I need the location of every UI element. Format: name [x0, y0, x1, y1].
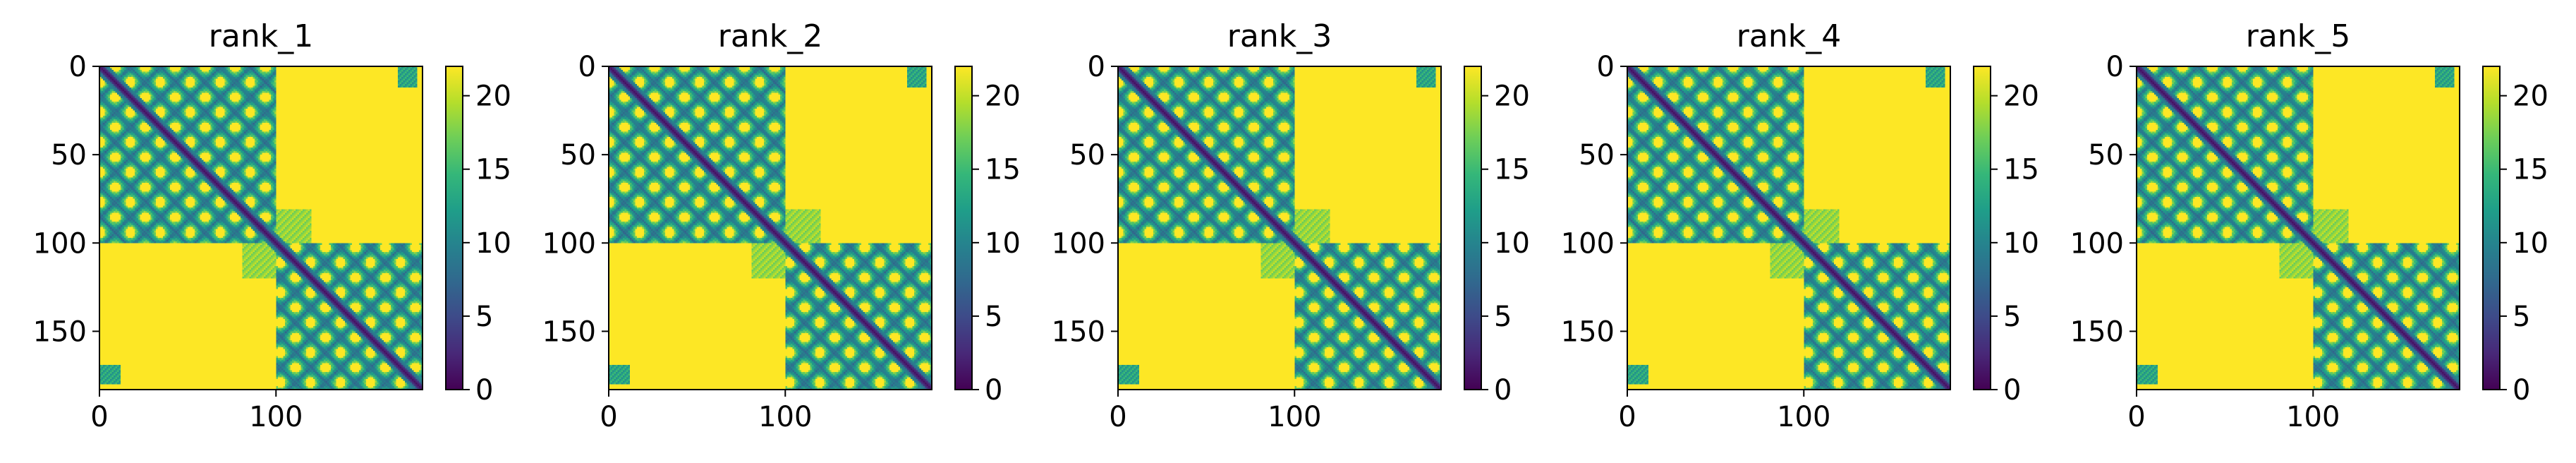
y-tick-label: 100	[1052, 227, 1105, 260]
colorbar-tick-label: 20	[2003, 80, 2039, 113]
y-tick-label: 150	[1561, 315, 1615, 348]
y-tick-label: 0	[2106, 51, 2124, 83]
colorbar-tick-label: 20	[1494, 80, 1530, 113]
colorbar-tick-label: 15	[985, 154, 1021, 186]
heatmap-frame	[608, 66, 932, 390]
x-tick-label: 0	[1618, 401, 1636, 433]
x-tick-label: 100	[1777, 401, 1830, 433]
colorbar-tick-label: 5	[2003, 301, 2021, 333]
x-tick-label: 0	[1109, 401, 1126, 433]
y-tick-label: 50	[2088, 139, 2124, 172]
y-tick-label: 150	[1052, 315, 1105, 348]
heatmap-frame	[99, 66, 423, 390]
heatmap-frame	[1627, 66, 1951, 390]
heatmap-image	[1627, 66, 1950, 390]
heatmap-panel-2: rank_2 0 50 100 150 0 100 0 5 10 15 20	[542, 18, 1021, 433]
y-tick-label: 150	[33, 315, 87, 348]
y-tick-label: 0	[69, 51, 87, 83]
y-tick-label: 50	[51, 139, 87, 172]
colorbar	[2482, 66, 2501, 390]
panel-title: rank_5	[2246, 18, 2350, 54]
x-tick-label: 0	[2127, 401, 2145, 433]
colorbar-tick-label: 20	[2513, 80, 2548, 113]
colorbar-tick-label: 10	[1494, 227, 1530, 260]
y-tick-label: 50	[1069, 139, 1105, 172]
heatmap-panel-1: rank_1 0 50 100 150 0 100 0 5 10 15 20	[33, 18, 511, 433]
colorbar-tick-label: 15	[1494, 154, 1530, 186]
colorbar-tick-label: 15	[475, 154, 511, 186]
panel-title: rank_3	[1227, 18, 1332, 54]
x-tick-label: 100	[758, 401, 812, 433]
heatmap-panel-3: rank_3 0 50 100 150 0 100 0 5 10 15 20	[1052, 18, 1530, 433]
heatmap-panel-5: rank_5 0 50 100 150 0 100 0 5 10 15 20	[2070, 18, 2548, 433]
colorbar-tick-label: 10	[985, 227, 1021, 260]
colorbar-tick-label: 5	[985, 301, 1002, 333]
colorbar-tick-label: 0	[985, 374, 1002, 407]
colorbar-tick-label: 15	[2513, 154, 2548, 186]
heatmap-frame	[1117, 66, 1442, 390]
y-tick-label: 100	[1561, 227, 1615, 260]
y-tick-label: 0	[1597, 51, 1615, 83]
colorbar	[1464, 66, 1482, 390]
y-tick-label: 50	[560, 139, 596, 172]
colorbar-tick-label: 10	[475, 227, 511, 260]
x-tick-label: 100	[249, 401, 303, 433]
y-tick-label: 150	[542, 315, 596, 348]
x-tick-label: 100	[2286, 401, 2340, 433]
heatmap-image	[1118, 66, 1441, 390]
colorbar-tick-label: 15	[2003, 154, 2039, 186]
heatmap-image	[609, 66, 932, 390]
y-tick-label: 150	[2070, 315, 2124, 348]
colorbar-tick-label: 0	[1494, 374, 1512, 407]
colorbar-tick-label: 10	[2513, 227, 2548, 260]
x-tick-label: 0	[600, 401, 617, 433]
colorbar-tick-label: 5	[2513, 301, 2530, 333]
colorbar-tick-label: 10	[2003, 227, 2039, 260]
heatmap-image	[2137, 66, 2460, 390]
x-tick-label: 100	[1268, 401, 1321, 433]
colorbar	[954, 66, 973, 390]
colorbar-tick-label: 20	[475, 80, 511, 113]
colorbar-tick-label: 5	[475, 301, 493, 333]
y-tick-label: 0	[1088, 51, 1105, 83]
heatmap-frame	[2136, 66, 2460, 390]
panel-title: rank_1	[209, 18, 313, 54]
colorbar-tick-label: 20	[985, 80, 1021, 113]
colorbar-tick-label: 0	[475, 374, 493, 407]
panel-title: rank_4	[1737, 18, 1841, 54]
colorbar	[445, 66, 463, 390]
y-tick-label: 100	[542, 227, 596, 260]
y-tick-label: 100	[33, 227, 87, 260]
y-tick-label: 100	[2070, 227, 2124, 260]
y-tick-label: 0	[578, 51, 596, 83]
colorbar-tick-label: 5	[1494, 301, 1512, 333]
colorbar	[1973, 66, 1991, 390]
y-tick-label: 50	[1579, 139, 1615, 172]
panel-title: rank_2	[718, 18, 822, 54]
heatmap-image	[99, 66, 423, 390]
colorbar-tick-label: 0	[2513, 374, 2530, 407]
colorbar-tick-label: 0	[2003, 374, 2021, 407]
x-tick-label: 0	[90, 401, 108, 433]
heatmap-panel-4: rank_4 0 50 100 150 0 100 0 5 10 15 20	[1561, 18, 2039, 433]
